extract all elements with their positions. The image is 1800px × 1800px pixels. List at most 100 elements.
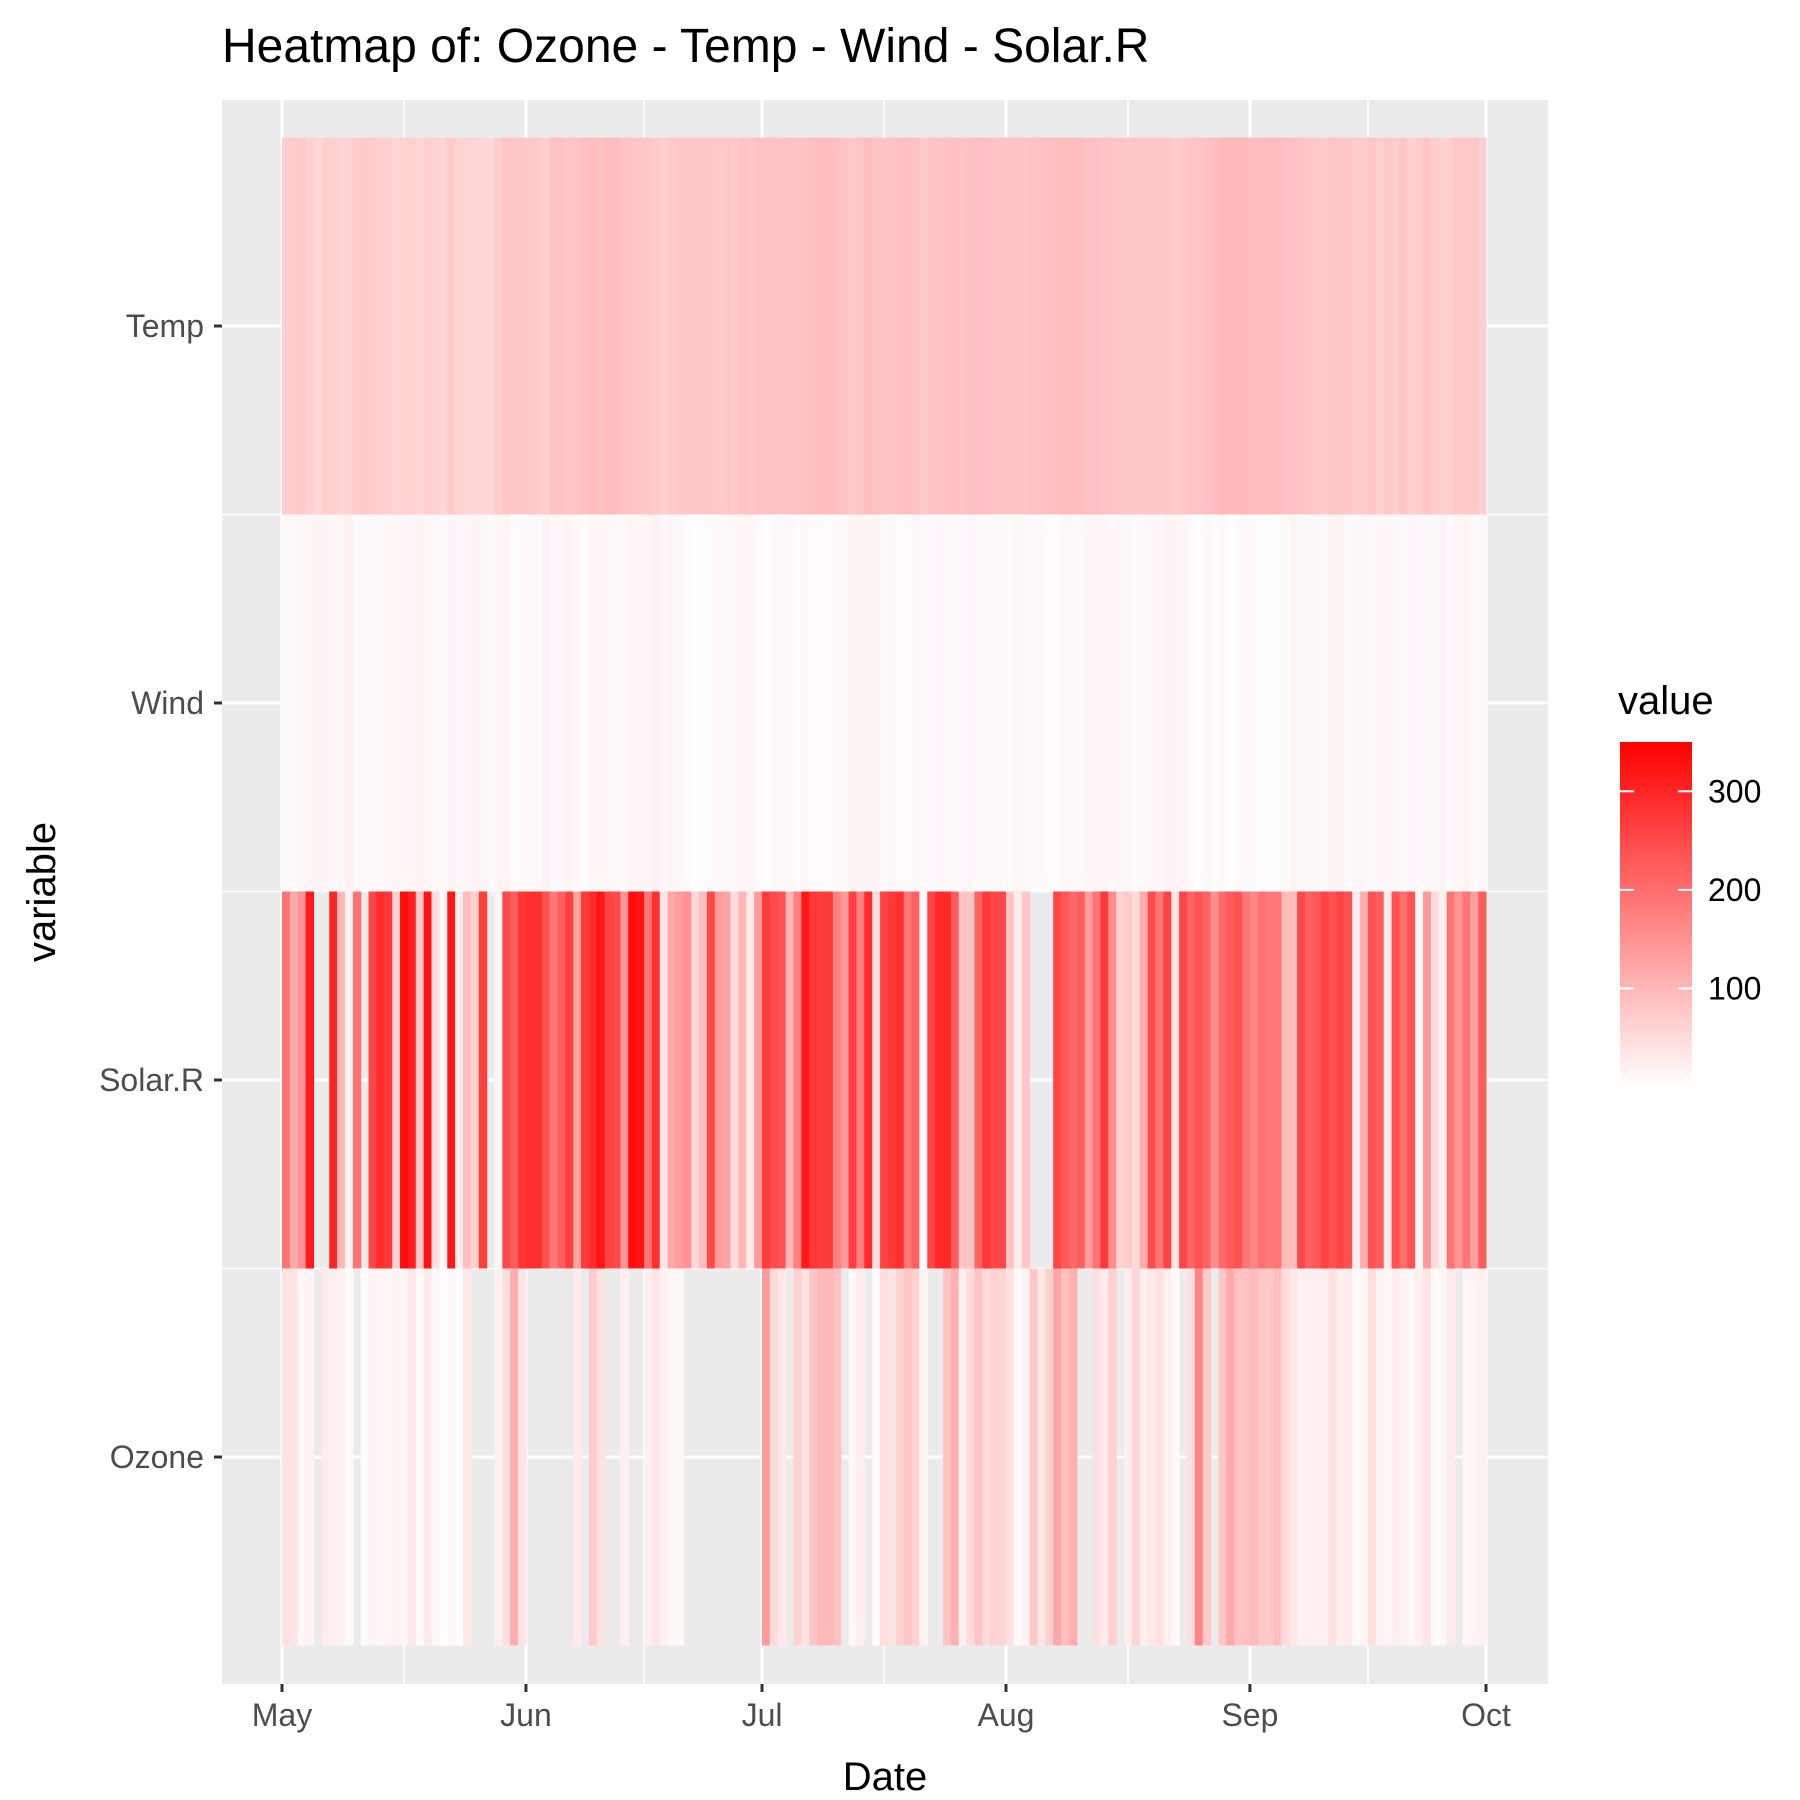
- heatmap-tile: [1352, 891, 1361, 1269]
- heatmap-tile: [943, 1268, 952, 1646]
- heatmap-tile: [1462, 1268, 1471, 1646]
- heatmap-tile: [1454, 891, 1463, 1269]
- heatmap-tile: [541, 514, 551, 892]
- heatmap-tile: [1423, 891, 1432, 1269]
- heatmap-tile: [817, 1268, 826, 1646]
- heatmap-tile: [588, 1268, 598, 1646]
- heatmap-tile: [1171, 1268, 1180, 1646]
- heatmap-tile: [549, 137, 559, 515]
- heatmap-tile: [754, 514, 763, 892]
- heatmap-tile: [895, 137, 905, 515]
- heatmap-tile: [407, 137, 417, 515]
- heatmap-tile: [927, 137, 936, 515]
- heatmap-tile: [1218, 1268, 1227, 1646]
- heatmap-tile: [565, 137, 574, 515]
- heatmap-tile: [659, 1268, 669, 1646]
- heatmap-tile: [360, 514, 370, 892]
- heatmap-tile: [675, 514, 684, 892]
- heatmap-tile: [785, 137, 795, 515]
- heatmap-tile: [730, 891, 740, 1269]
- heatmap-tile: [1218, 137, 1227, 515]
- heatmap-tile: [321, 137, 330, 515]
- heatmap-tile: [659, 891, 669, 1269]
- heatmap-tile: [1478, 891, 1487, 1269]
- heatmap-tile: [651, 514, 661, 892]
- heatmap-tile: [1242, 514, 1251, 892]
- heatmap-tile: [1297, 137, 1306, 515]
- heatmap-tile: [1147, 514, 1157, 892]
- heatmap-tile: [1328, 891, 1338, 1269]
- heatmap-tile: [384, 514, 393, 892]
- heatmap-tile: [777, 891, 787, 1269]
- heatmap-tile: [1367, 514, 1377, 892]
- tile-row-solar-r: [282, 891, 1487, 1269]
- heatmap-tile: [982, 514, 991, 892]
- heatmap-tile: [903, 514, 913, 892]
- heatmap-tile: [887, 137, 897, 515]
- heatmap-tile: [533, 514, 543, 892]
- heatmap-tile: [1029, 514, 1039, 892]
- heatmap-tile: [1242, 891, 1251, 1269]
- heatmap-tile: [360, 1268, 370, 1646]
- y-tick-label: Ozone: [110, 1439, 204, 1475]
- tile-row-temp: [282, 137, 1487, 515]
- heatmap-tile: [974, 1268, 983, 1646]
- heatmap-tile: [1430, 514, 1440, 892]
- heatmap-tile: [1202, 137, 1212, 515]
- heatmap-tile: [667, 514, 677, 892]
- heatmap-tile: [911, 514, 921, 892]
- heatmap-tile: [1265, 891, 1275, 1269]
- heatmap-tile: [643, 891, 653, 1269]
- heatmap-tile: [1045, 514, 1054, 892]
- heatmap-tile: [1415, 891, 1424, 1269]
- heatmap-tile: [282, 514, 291, 892]
- heatmap-tile: [478, 137, 488, 515]
- heatmap-tile: [518, 1268, 527, 1646]
- heatmap-tile: [470, 137, 480, 515]
- y-tick-label: Temp: [126, 308, 204, 344]
- x-axis: May Jun Jul Aug Sep Oct: [252, 1684, 1511, 1733]
- heatmap-tile: [1013, 137, 1023, 515]
- heatmap-tile: [864, 137, 873, 515]
- heatmap-tile: [990, 514, 999, 892]
- heatmap-tile: [667, 137, 677, 515]
- heatmap-tile: [1124, 514, 1133, 892]
- heatmap-tile: [706, 891, 716, 1269]
- heatmap-tile: [1037, 1268, 1046, 1646]
- heatmap-tile: [1336, 1268, 1345, 1646]
- heatmap-tile: [1124, 1268, 1133, 1646]
- heatmap-tile: [620, 137, 629, 515]
- heatmap-tile: [1131, 137, 1141, 515]
- heatmap-tile: [305, 891, 315, 1269]
- heatmap-tile: [832, 137, 842, 515]
- heatmap-tile: [903, 891, 913, 1269]
- heatmap-tile: [612, 514, 621, 892]
- heatmap-tile: [1312, 1268, 1322, 1646]
- heatmap-tile: [1226, 137, 1235, 515]
- heatmap-tile: [714, 514, 724, 892]
- heatmap-tile: [935, 891, 944, 1269]
- heatmap-tile: [502, 891, 511, 1269]
- heatmap-tile: [1139, 137, 1149, 515]
- heatmap-tile: [824, 514, 834, 892]
- heatmap-tile: [667, 1268, 677, 1646]
- heatmap-tile: [337, 137, 346, 515]
- heatmap-tile: [832, 1268, 842, 1646]
- heatmap-tile: [1305, 891, 1314, 1269]
- heatmap-tile: [368, 891, 378, 1269]
- heatmap-tile: [1375, 1268, 1385, 1646]
- heatmap-tile: [1108, 1268, 1117, 1646]
- heatmap-tile: [1320, 891, 1330, 1269]
- heatmap-tile: [785, 891, 795, 1269]
- heatmap-tile: [636, 137, 645, 515]
- heatmap-tile: [439, 137, 448, 515]
- heatmap-tile: [1391, 1268, 1401, 1646]
- x-axis-title: Date: [843, 1755, 928, 1799]
- heatmap-tile: [541, 891, 551, 1269]
- heatmap-tile: [1021, 1268, 1031, 1646]
- heatmap-tile: [793, 137, 802, 515]
- heatmap-tile: [447, 137, 456, 515]
- heatmap-tile: [1344, 1268, 1353, 1646]
- heatmap-tile: [415, 137, 425, 515]
- heatmap-tile: [738, 514, 747, 892]
